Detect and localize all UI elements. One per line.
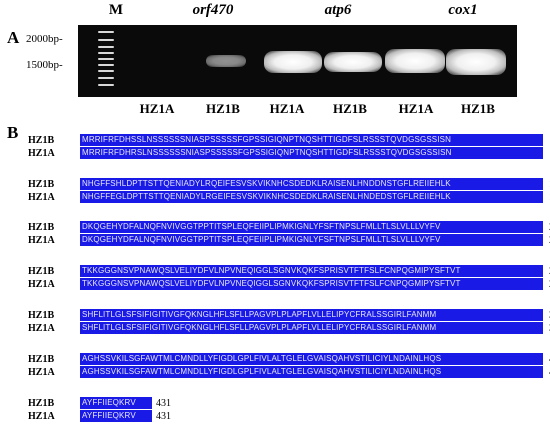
sequence-name: HZ1B: [28, 398, 55, 409]
ladder-band: [98, 46, 114, 48]
gel-sample-label: HZ1A: [269, 101, 305, 116]
sequence-text: AYFFIIEQKRV: [80, 397, 152, 409]
alignment-row: HZ1A SHFLITLGLSFSIFIGITIVGFQKNGLHFLSFLLP…: [28, 322, 550, 335]
sequence-text: SHFLITLGLSFSIFIGITIVGFQKNGLHFLSFLLPAGVPL…: [80, 309, 543, 321]
gel-sample-label: HZ1A: [139, 101, 175, 116]
ladder-band: [98, 39, 114, 41]
alignment-row: HZ1A DKQGEHYDFALNQFNVIVGGTPPTITSPLEQFEII…: [28, 234, 550, 247]
alignment-row: HZ1B SHFLITLGLSFSIFIGITIVGFQKNGLHFLSFLLP…: [28, 309, 550, 322]
sequence-text: NHGFFSHLDPTTSTTQENIADYLRQEIFESVSKVIKNHCS…: [80, 178, 543, 190]
sequence-name: HZ1B: [28, 354, 55, 365]
sequence-text: DKQGEHYDFALNQFNVIVGGTPPTITSPLEQFEIIPLIPM…: [80, 221, 543, 233]
alignment-row: HZ1A AYFFIIEQKRV 431: [28, 410, 550, 423]
lane-header-marker: M: [108, 2, 124, 18]
sequence-text: AGHSSVKILSGFAWTMLCMNDLLYFIGDLGPLFIVLALTG…: [80, 366, 543, 378]
gel-sample-label: HZ1B: [206, 101, 240, 116]
gel-sample-label: HZ1B: [461, 101, 495, 116]
size-label-2000bp: 2000bp-: [26, 33, 63, 45]
sequence-text: TKKGGGNSVPNAWQSLVELIYDFVLNPVNEQIGGLSGNVK…: [80, 265, 543, 277]
sequence-name: HZ1B: [28, 266, 55, 277]
sequence-name: HZ1B: [28, 135, 55, 146]
sequence-name: HZ1A: [28, 192, 55, 203]
panel-b-label: B: [7, 123, 19, 142]
alignment-row: HZ1B AGHSSVKILSGFAWTMLCMNDLLYFIGDLGPLFIV…: [28, 353, 550, 366]
sequence-text: MRRIFRFDHRSLNSSSSSSNIASPSSSSSFGPSSIGIQNP…: [80, 147, 543, 159]
alignment-row: HZ1A MRRIFRFDHRSLNSSSSSSNIASPSSSSSFGPSSI…: [28, 147, 550, 160]
sequence-name: HZ1B: [28, 222, 55, 233]
sequence-name: HZ1B: [28, 179, 55, 190]
sequence-text: TKKGGGNSVPNAWQSLVELIYDFVLNPVNEQIGGLSGNVK…: [80, 278, 543, 290]
sequence-text: SHFLITLGLSFSIFIGITIVGFQKNGLHFLSFLLPAGVPL…: [80, 322, 543, 334]
ladder-band: [98, 58, 114, 60]
size-label-1500bp: 1500bp-: [26, 59, 63, 71]
sequence-name: HZ1B: [28, 310, 55, 321]
alignment-block: HZ1B NHGFFSHLDPTTSTTQENIADYLRQEIFESVSKVI…: [28, 178, 550, 204]
sequence-name: HZ1A: [28, 279, 55, 290]
sequence-text: DKQGEHYDFALNQFNVIVGGTPPTITSPLEQFEIIPLIPM…: [80, 234, 543, 246]
alignment-block: HZ1B DKQGEHYDFALNQFNVIVGGTPPTITSPLEQFEII…: [28, 221, 550, 247]
ladder-band: [98, 77, 114, 79]
sequence-text: AYFFIIEQKRV: [80, 410, 152, 422]
ladder-band: [98, 84, 114, 86]
alignment-block: HZ1B AGHSSVKILSGFAWTMLCMNDLLYFIGDLGPLFIV…: [28, 353, 550, 379]
ladder-band: [98, 70, 114, 72]
sequence-name: HZ1A: [28, 367, 55, 378]
sequence-name: HZ1A: [28, 323, 55, 334]
sequence-text: AGHSSVKILSGFAWTMLCMNDLLYFIGDLGPLFIVLALTG…: [80, 353, 543, 365]
panel-a-label: A: [7, 28, 20, 47]
lane-header-cox1: cox1: [448, 2, 478, 18]
alignment-row: HZ1A TKKGGGNSVPNAWQSLVELIYDFVLNPVNEQIGGL…: [28, 278, 550, 291]
band-cox1-hz1a: [385, 49, 445, 73]
alignment-row: HZ1A NHGFFEGLDPTTSTTQENIADYLRGEIFESVSKVI…: [28, 191, 550, 204]
ladder-band: [98, 52, 114, 54]
sequence-text: MRRIFRFDHSSLNSSSSSSNIASPSSSSSFGPSSIGIQNP…: [80, 134, 543, 146]
band-orf470-hz1b: [206, 55, 246, 67]
alignment-block: HZ1B TKKGGGNSVPNAWQSLVELIYDFVLNPVNEQIGGL…: [28, 265, 550, 291]
alignment-row: HZ1B AYFFIIEQKRV 431: [28, 397, 550, 410]
alignment-row: HZ1A AGHSSVKILSGFAWTMLCMNDLLYFIGDLGPLFIV…: [28, 366, 550, 379]
band-atp6-hz1b: [324, 52, 382, 72]
sequence-text: NHGFFEGLDPTTSTTQENIADYLRGEIFESVSKVIKNHCS…: [80, 191, 543, 203]
alignment-block: HZ1B AYFFIIEQKRV 431 HZ1A AYFFIIEQKRV 43…: [28, 397, 550, 423]
sequence-name: HZ1A: [28, 148, 55, 159]
alignment-block: HZ1B SHFLITLGLSFSIFIGITIVGFQKNGLHFLSFLLP…: [28, 309, 550, 335]
alignment-row: HZ1B NHGFFSHLDPTTSTTQENIADYLRQEIFESVSKVI…: [28, 178, 550, 191]
alignment-row: HZ1B TKKGGGNSVPNAWQSLVELIYDFVLNPVNEQIGGL…: [28, 265, 550, 278]
gel-image: [78, 25, 517, 97]
gel-sample-label: HZ1B: [333, 101, 367, 116]
lane-header-atp6: atp6: [324, 2, 352, 18]
band-cox1-hz1b: [446, 49, 506, 75]
gel-sample-label: HZ1A: [398, 101, 434, 116]
band-atp6-hz1a: [264, 51, 322, 73]
sequence-end-position: 431: [156, 411, 171, 422]
sequence-name: HZ1A: [28, 411, 55, 422]
sequence-end-position: 431: [156, 398, 171, 409]
ladder-band: [98, 64, 114, 66]
alignment-row: HZ1B MRRIFRFDHSSLNSSSSSSNIASPSSSSSFGPSSI…: [28, 134, 550, 147]
ladder-band: [98, 31, 114, 33]
lane-header-orf470: orf470: [192, 2, 234, 18]
alignment-block: HZ1B MRRIFRFDHSSLNSSSSSSNIASPSSSSSFGPSSI…: [28, 134, 550, 160]
sequence-name: HZ1A: [28, 235, 55, 246]
alignment-row: HZ1B DKQGEHYDFALNQFNVIVGGTPPTITSPLEQFEII…: [28, 221, 550, 234]
